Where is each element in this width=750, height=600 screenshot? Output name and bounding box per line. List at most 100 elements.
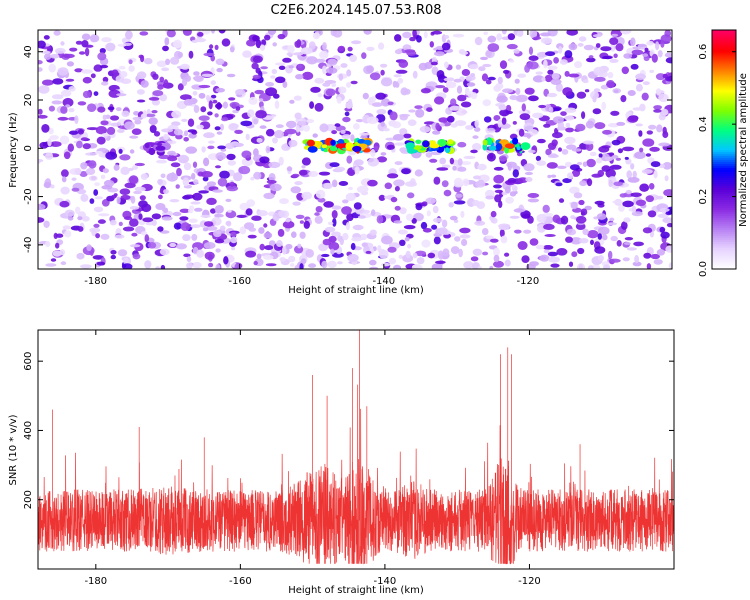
heatmap-cell	[166, 172, 178, 182]
heatmap-cell	[100, 233, 110, 240]
heatmap-cell	[297, 243, 302, 249]
x-tick-label: -120	[517, 276, 540, 287]
heatmap-cell	[509, 215, 520, 219]
heatmap-cell	[436, 70, 445, 79]
heatmap-cell	[133, 111, 140, 116]
heatmap-cell	[214, 44, 219, 51]
heatmap-cell	[156, 159, 168, 164]
heatmap-cell	[485, 79, 492, 85]
heatmap-cell	[229, 181, 235, 187]
heatmap-cell	[215, 248, 221, 253]
heatmap-cell	[278, 210, 287, 218]
colorbar-step	[712, 71, 736, 75]
heatmap-cell	[356, 185, 369, 194]
colorbar-step	[712, 31, 736, 35]
colorbar-step	[712, 113, 736, 117]
heatmap-cell	[550, 174, 557, 178]
heatmap-cell	[259, 156, 270, 164]
heatmap-cell	[662, 162, 672, 170]
heatmap-cell	[210, 94, 217, 99]
heatmap-cell	[41, 50, 51, 55]
heatmap-cell	[474, 36, 483, 46]
heatmap-cell	[409, 36, 416, 42]
heatmap-cell	[461, 69, 471, 76]
heatmap-feature	[495, 143, 503, 151]
heatmap-cell	[100, 174, 106, 180]
heatmap-cell	[173, 129, 183, 136]
heatmap-cell	[460, 161, 472, 166]
heatmap-cell	[577, 247, 585, 255]
heatmap-cell	[439, 123, 445, 127]
y-tick-label: 0	[23, 145, 34, 151]
heatmap-cell	[152, 90, 164, 97]
heatmap-cell	[564, 115, 575, 121]
heatmap-cell	[459, 234, 471, 239]
heatmap-cell	[116, 196, 121, 205]
heatmap-cell	[375, 92, 386, 100]
heatmap-cell	[257, 210, 268, 217]
heatmap-cell	[80, 162, 88, 170]
heatmap-cell	[623, 217, 631, 223]
heatmap-cell	[391, 121, 402, 129]
heatmap-cell	[301, 191, 313, 200]
spectrogram-frame	[37, 29, 673, 270]
colorbar-step	[712, 117, 736, 121]
heatmap-cell	[371, 209, 376, 216]
heatmap-cell	[129, 218, 139, 227]
colorbar-step	[712, 30, 736, 33]
heatmap-cell	[623, 242, 631, 245]
heatmap-cell	[350, 134, 355, 142]
heatmap-cell	[623, 53, 633, 59]
heatmap-cell	[482, 63, 492, 68]
heatmap-cell	[547, 174, 552, 179]
heatmap-cell	[318, 243, 328, 252]
heatmap-cell	[253, 171, 262, 180]
heatmap-cell	[48, 127, 54, 135]
heatmap-cell	[277, 33, 286, 40]
colorbar-tick-label: 0.6	[698, 44, 709, 60]
heatmap-cell	[38, 108, 43, 115]
heatmap-cell	[613, 181, 623, 187]
heatmap-cell	[337, 261, 343, 265]
heatmap-cell	[130, 195, 136, 204]
heatmap-cell	[415, 108, 425, 118]
heatmap-cell	[650, 161, 661, 168]
heatmap-cell	[460, 210, 465, 218]
heatmap-cell	[185, 75, 191, 82]
heatmap-cell	[76, 252, 85, 260]
heatmap-cell	[609, 37, 619, 45]
heatmap-cell	[270, 75, 276, 79]
heatmap-cell	[139, 31, 149, 36]
heatmap-cell	[193, 179, 199, 185]
heatmap-cell	[420, 88, 431, 94]
heatmap-cell	[258, 227, 265, 234]
heatmap-cell	[545, 148, 552, 156]
heatmap-cell	[487, 35, 497, 43]
heatmap-cell	[351, 237, 363, 242]
colorbar-step	[712, 217, 736, 220]
heatmap-cell	[204, 221, 214, 227]
heatmap-cell	[242, 50, 252, 58]
heatmap-cell	[358, 215, 366, 219]
heatmap-feature	[329, 146, 338, 152]
heatmap-cell	[227, 209, 232, 213]
heatmap-cell	[300, 47, 313, 55]
heatmap-cell	[183, 130, 189, 137]
heatmap-cell	[630, 63, 639, 70]
heatmap-cell	[170, 162, 181, 168]
heatmap-cell	[233, 172, 243, 182]
heatmap-cell	[191, 172, 196, 180]
heatmap-cell	[469, 64, 479, 70]
heatmap-cell	[86, 127, 99, 131]
colorbar-step	[712, 235, 736, 238]
heatmap-cell	[474, 127, 481, 132]
colorbar-step	[712, 39, 736, 43]
colorbar-step	[712, 107, 736, 111]
heatmap-cell	[404, 237, 410, 242]
heatmap-cell	[110, 254, 117, 260]
heatmap-cell	[324, 226, 336, 233]
heatmap-cell	[105, 151, 118, 160]
colorbar-step	[712, 153, 736, 157]
heatmap-cell	[474, 220, 486, 226]
heatmap-cell	[472, 143, 482, 151]
